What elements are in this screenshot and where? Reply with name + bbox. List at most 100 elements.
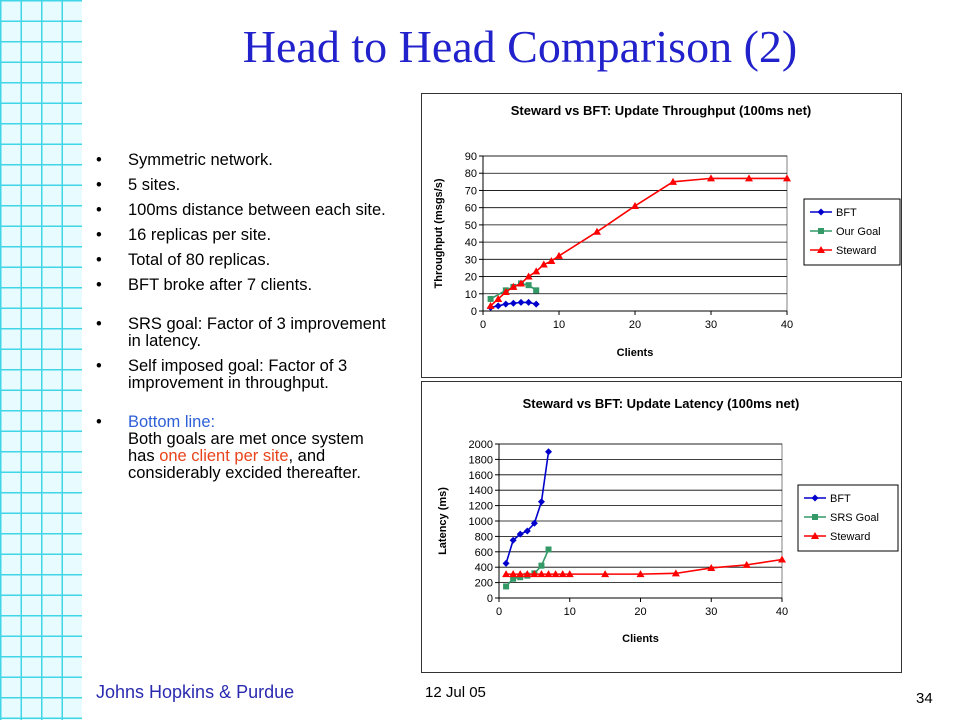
- y-tick-label: 1200: [469, 501, 493, 513]
- x-tick-label: 30: [705, 319, 717, 331]
- data-point: [551, 570, 560, 578]
- bullet-item: 16 replicas per site.: [96, 227, 386, 245]
- legend-label: SRS Goal: [830, 512, 879, 524]
- data-point: [524, 272, 533, 280]
- y-axis-label: Throughput (msgs/s): [433, 178, 445, 288]
- legend-marker: [817, 208, 825, 216]
- data-point: [501, 288, 510, 296]
- data-point: [502, 300, 510, 308]
- data-point: [516, 530, 524, 538]
- bullet-item: Self imposed goal: Factor of 3 improveme…: [96, 358, 386, 392]
- x-axis-label: Clients: [622, 633, 659, 645]
- y-tick-label: 1400: [469, 485, 493, 497]
- y-tick-label: 30: [465, 254, 477, 266]
- legend-label: BFT: [830, 493, 851, 505]
- data-point: [487, 295, 494, 302]
- data-point: [502, 570, 511, 578]
- data-point: [523, 527, 531, 535]
- y-tick-label: 10: [465, 289, 477, 301]
- data-point: [525, 282, 532, 289]
- legend-marker: [811, 532, 819, 539]
- legend-label: BFT: [836, 207, 857, 219]
- series-steward: [486, 174, 791, 309]
- y-tick-label: 0: [471, 306, 477, 318]
- legend: BFT Our Goal Steward: [803, 198, 901, 266]
- y-tick-label: 800: [475, 531, 493, 543]
- decorative-grid: [0, 0, 82, 720]
- y-tick-label: 60: [465, 203, 477, 215]
- y-tick-label: 2000: [469, 439, 493, 451]
- page-number: 34: [916, 690, 933, 707]
- data-point: [707, 563, 716, 571]
- legend-label: Steward: [836, 245, 876, 257]
- data-point: [510, 575, 517, 582]
- data-point: [783, 174, 791, 182]
- data-point: [593, 227, 601, 235]
- data-point: [669, 177, 677, 185]
- data-point: [530, 519, 538, 527]
- data-point: [509, 570, 518, 578]
- data-point: [558, 570, 567, 578]
- legend-marker: [812, 514, 818, 520]
- data-point: [745, 174, 753, 182]
- plot-area: [482, 155, 788, 312]
- x-axis-label: Clients: [617, 347, 654, 359]
- throughput-chart-svg: Steward vs BFT: Update Throughput (100ms…: [433, 103, 901, 359]
- y-tick-label: 20: [465, 272, 477, 284]
- y-axis-label: Latency (ms): [437, 487, 449, 555]
- data-point: [538, 562, 545, 569]
- data-point: [517, 298, 525, 306]
- y-tick-label: 200: [475, 578, 493, 590]
- y-tick-label: 90: [465, 151, 477, 163]
- legend-marker: [811, 494, 819, 502]
- x-tick-label: 20: [634, 606, 646, 618]
- slide-title: Head to Head Comparison (2): [242, 21, 798, 72]
- bullet-item: 100ms distance between each site.: [96, 202, 386, 220]
- data-point: [539, 260, 548, 268]
- bullet-item: SRS goal: Factor of 3 improvement in lat…: [96, 316, 386, 350]
- legend-marker: [818, 228, 824, 234]
- x-tick-label: 10: [564, 606, 576, 618]
- data-point: [742, 560, 751, 568]
- legend-marker: [817, 246, 825, 253]
- bullet-item: Bottom line: Both goals are met once sys…: [96, 414, 386, 482]
- y-tick-label: 1800: [469, 454, 493, 466]
- x-tick-label: 40: [781, 319, 793, 331]
- data-point: [545, 546, 552, 553]
- y-tick-label: 600: [475, 547, 493, 559]
- latency-chart-svg: Steward vs BFT: Update Latency (100ms ne…: [437, 396, 899, 645]
- data-point: [555, 251, 563, 259]
- footer-institution: Johns Hopkins & Purdue: [96, 682, 295, 702]
- data-point: [601, 570, 610, 578]
- chart-title: Steward vs BFT: Update Throughput (100ms…: [511, 103, 811, 118]
- data-point: [537, 570, 546, 578]
- data-point: [486, 301, 495, 309]
- data-point: [532, 300, 540, 308]
- x-tick-label: 40: [776, 606, 788, 618]
- bottom-line-label: Bottom line:: [128, 413, 216, 431]
- y-tick-label: 1000: [469, 516, 493, 528]
- bottom-line-text: Both goals are met once system has: [128, 430, 364, 465]
- data-point: [503, 583, 510, 590]
- data-point: [530, 570, 539, 578]
- data-point: [547, 257, 556, 265]
- series-line: [490, 177, 787, 307]
- y-tick-label: 80: [465, 168, 477, 180]
- bullet-item: Symmetric network.: [96, 152, 386, 170]
- y-tick-label: 50: [465, 220, 477, 232]
- data-point: [509, 282, 518, 290]
- data-point: [671, 569, 680, 577]
- series-line: [506, 558, 783, 575]
- data-point: [523, 570, 532, 578]
- bottom-line-highlight: one client per site: [159, 447, 289, 465]
- x-tick-label: 0: [480, 319, 486, 331]
- data-point: [502, 559, 510, 567]
- data-point: [525, 298, 533, 306]
- data-point: [707, 174, 715, 182]
- bottom-line-tail: , and considerably excided thereafter.: [128, 447, 361, 482]
- series-steward: [502, 555, 786, 578]
- y-tick-label: 0: [487, 593, 493, 605]
- throughput-chart: Steward vs BFT: Update Throughput (100ms…: [421, 93, 902, 378]
- legend: BFT SRS Goal Steward: [797, 484, 899, 552]
- data-point: [544, 570, 553, 578]
